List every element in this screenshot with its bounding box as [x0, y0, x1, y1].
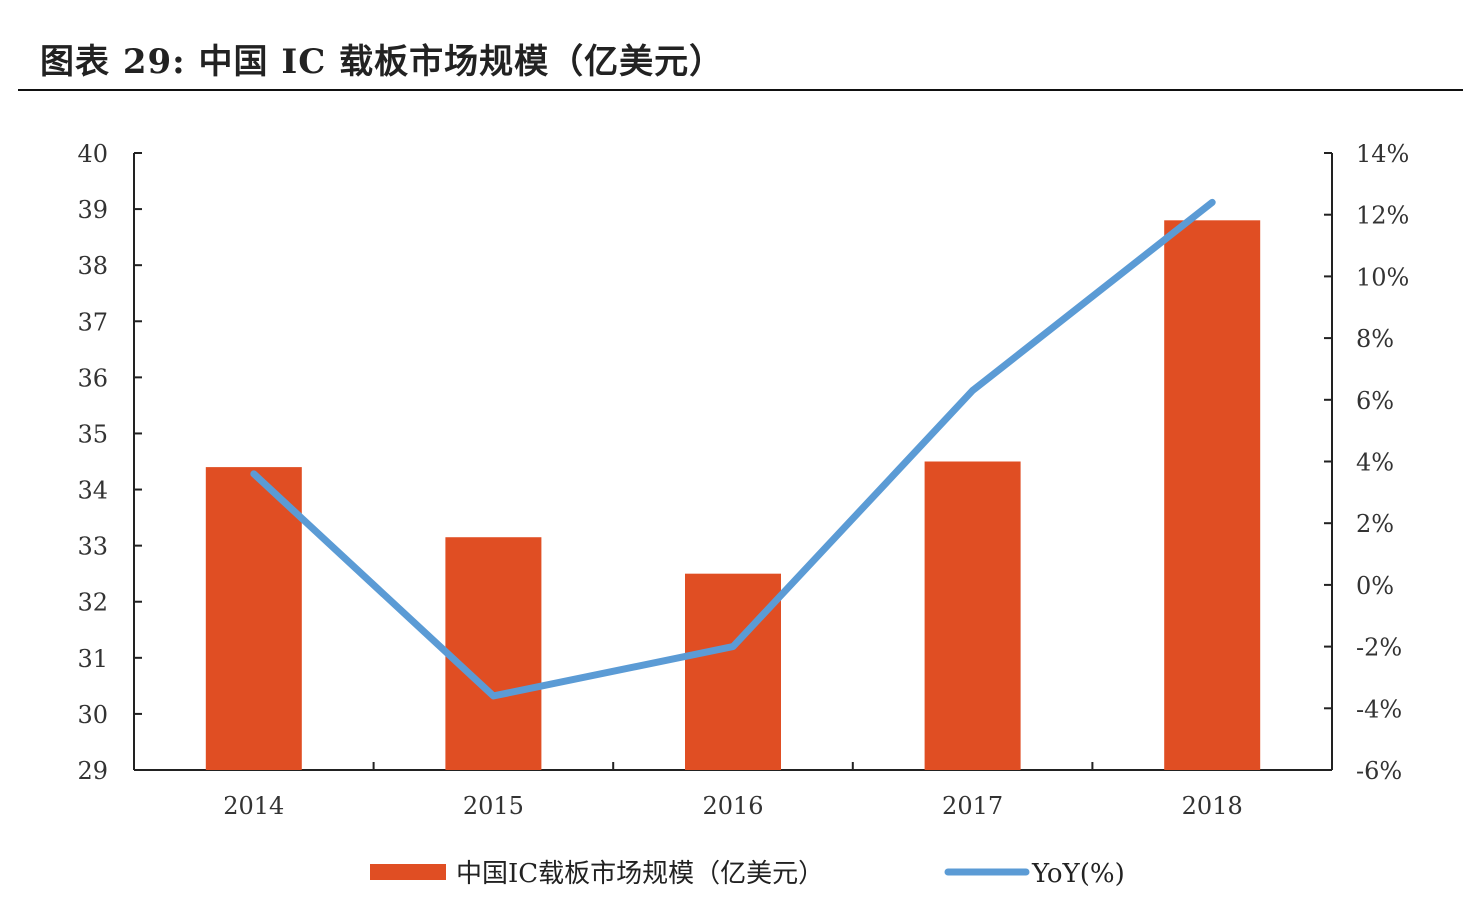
x-axis: 2014 2015 2016 2017 2018 — [134, 762, 1332, 820]
right-axis-tick-label: 4% — [1356, 449, 1394, 477]
x-axis-tick-label: 2014 — [223, 792, 284, 820]
x-axis-tick-label: 2016 — [702, 792, 763, 820]
bar — [445, 537, 542, 770]
bar-series — [205, 220, 1261, 771]
bar — [1164, 220, 1261, 771]
line-series — [250, 198, 1216, 700]
right-axis-tick-label: 0% — [1356, 572, 1394, 600]
left-axis-tick-label: 40 — [77, 140, 108, 168]
right-axis-tick-label: 8% — [1356, 325, 1394, 353]
x-axis-tick-label: 2018 — [1182, 792, 1243, 820]
left-axis-tick-label: 31 — [77, 645, 108, 673]
x-axis-tick-label: 2015 — [463, 792, 524, 820]
right-axis-tick-label: 2% — [1356, 510, 1394, 538]
left-y-axis: 29 30 31 32 33 34 35 36 37 38 39 40 — [77, 140, 142, 785]
right-axis-tick-label: 14% — [1356, 140, 1409, 168]
right-axis-tick-label: 6% — [1356, 387, 1394, 415]
right-y-axis: -6% -4% -2% 0% 2% 4% 6% 8% 10% 12% 14% — [1324, 140, 1409, 785]
left-axis-tick-label: 33 — [77, 533, 108, 561]
legend-line-label: YoY(%) — [1031, 859, 1125, 889]
left-axis-tick-label: 32 — [77, 589, 108, 617]
left-axis-tick-label: 34 — [77, 477, 108, 505]
left-axis-tick-label: 36 — [77, 364, 108, 392]
left-axis-tick-label: 29 — [77, 757, 108, 785]
legend-bar-swatch — [370, 864, 446, 880]
right-axis-tick-label: -6% — [1356, 757, 1402, 785]
bar — [924, 461, 1021, 770]
bar — [685, 573, 781, 770]
x-axis-tick-label: 2017 — [942, 792, 1003, 820]
right-axis-tick-label: 12% — [1356, 202, 1409, 230]
right-axis-tick-label: -2% — [1356, 634, 1402, 662]
legend: 中国IC载板市场规模（亿美元） YoY(%) — [370, 859, 1125, 889]
left-axis-tick-label: 35 — [77, 420, 108, 448]
left-axis-tick-label: 37 — [77, 308, 108, 336]
right-axis-tick-label: 10% — [1356, 263, 1409, 291]
left-axis-tick-label: 30 — [77, 701, 108, 729]
right-axis-tick-label: -4% — [1356, 695, 1402, 723]
left-axis-tick-label: 38 — [77, 252, 108, 280]
page-title: 图表 29: 中国 IC 载板市场规模（亿美元） — [40, 42, 725, 82]
title-divider — [18, 89, 1463, 91]
bar — [205, 467, 302, 770]
legend-bar-label: 中国IC载板市场规模（亿美元） — [456, 859, 824, 889]
left-axis-tick-label: 39 — [77, 196, 108, 224]
